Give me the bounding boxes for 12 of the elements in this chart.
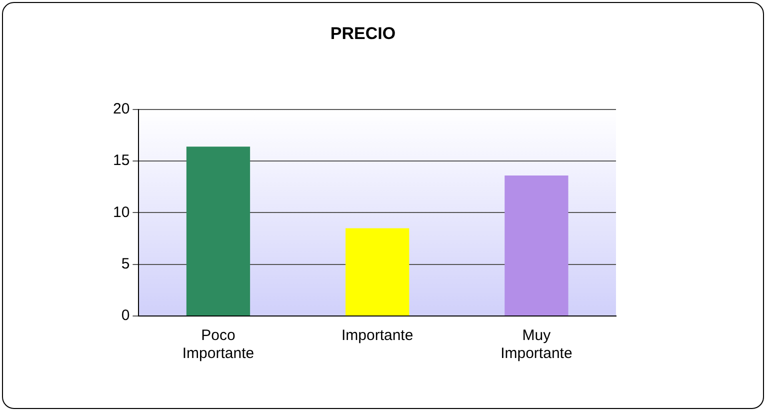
x-tick-label: Poco Importante — [182, 327, 254, 362]
y-tick-label: 10 — [112, 204, 130, 221]
bar — [186, 146, 250, 316]
y-tick-label: 15 — [112, 152, 130, 170]
y-tick-label: 20 — [112, 100, 130, 118]
y-tick-label: 5 — [121, 255, 130, 272]
y-tick-label: 0 — [121, 307, 130, 324]
chart-title: PRECIO — [330, 24, 396, 43]
x-tick-label: Muy Importante — [500, 327, 572, 362]
x-tick-label: Importante — [341, 327, 414, 344]
bar — [346, 228, 410, 316]
bar — [504, 176, 568, 316]
